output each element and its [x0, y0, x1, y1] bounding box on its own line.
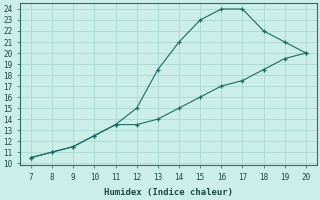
X-axis label: Humidex (Indice chaleur): Humidex (Indice chaleur) [104, 188, 233, 197]
